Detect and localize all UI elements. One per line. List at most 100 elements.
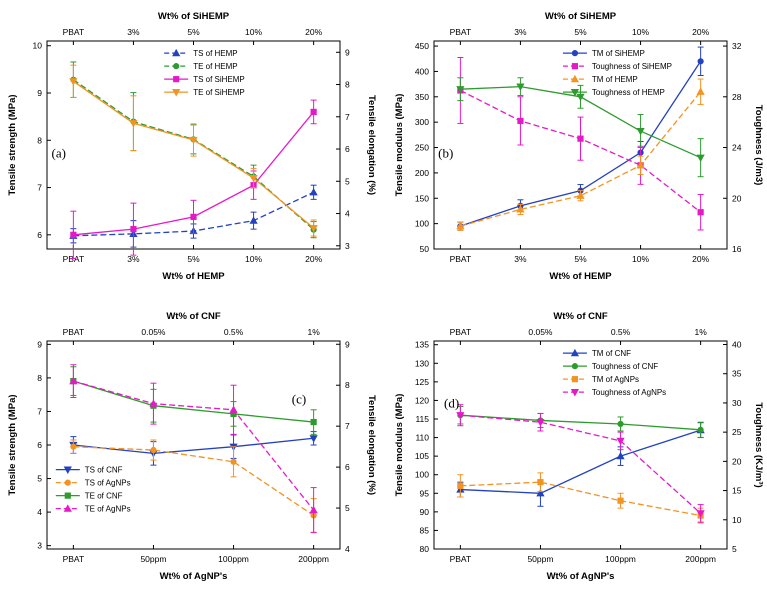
legend-label: TS of CNF [85,466,123,475]
top-axis-title: Wt% of CNF [553,311,608,322]
marker-triangle-up [536,488,545,497]
marker-square [577,135,584,142]
marker-triangle-up [149,399,158,407]
right-tick-label: 6 [345,462,350,472]
left-tick-label: 450 [415,41,429,51]
right-axis-title: Toughness (J/m3) [753,105,763,186]
marker-triangle-up [696,87,705,95]
panel-c-chart: PBAT 50ppm 100ppm 200ppm PBAT 0.05% 0.5% 1% 3 4 5 6… [7,311,376,582]
left-tick-label: 5 [37,474,42,484]
right-tick-label: 20 [732,456,742,466]
series-line [73,437,314,455]
legend-label: Toughness of CNF [592,362,658,371]
series-te-of-agnps [69,364,318,534]
series-ts-of-sihemp [70,99,317,259]
marker-triangle-up [570,74,580,83]
left-tick-label: 7 [37,183,42,193]
top-tick-label: 0.5% [224,327,244,337]
panel-d-chart: PBAT 50ppm 100ppm 200ppm PBAT 0.05% 0.5% 1% 80 85… [394,311,763,582]
marker-triangle-up [516,205,525,213]
right-tick-label: 4 [345,544,350,554]
top-axis-title: Wt% of CNF [166,311,221,322]
top-tick-label: 10% [632,27,649,37]
marker-triangle-up [616,451,625,460]
legend-entry-tm-of-hemp: TM of HEMP [562,74,638,84]
legend-label: TM of HEMP [592,75,638,84]
legend-entry-ts-of-cnf: TS of CNF [55,466,123,475]
panel-a-chart: PBAT 3% 5% 10% 20% PBAT 3% 5% 10% 20% 6 7 8 9 10 3 4 5 6 7 8… [7,11,376,282]
top-axis-title: Wt% of SiHEMP [158,11,230,22]
left-tick-label: 6 [37,230,42,240]
legend-label: TM of AgNPs [592,375,639,384]
marker-square [517,117,524,125]
marker-square [310,108,317,116]
series-toughness-of-agnps [456,404,705,523]
left-tick-label: 105 [415,451,429,461]
right-axis-title: Toughness (KJ/m³) [753,402,763,487]
x-tick-label: 100ppm [605,554,636,564]
top-tick-label: 0.05% [528,327,553,337]
marker-square [190,213,197,220]
panel-b-chart: PBAT 3% 5% 10% 20% PBAT 3% 5% 10% 20% 50 100 150 200 2… [394,11,763,282]
top-tick-label: 3% [127,27,140,37]
marker-triangle-up [249,216,258,224]
legend-entry-toughness-of-agnps: Toughness of AgNPs [562,388,666,397]
marker-circle [571,363,579,370]
x-tick-label: PBAT [450,254,472,264]
left-tick-label: 90 [420,507,430,517]
marker-triangle-up [172,48,181,57]
marker-circle [697,426,704,433]
left-tick-label: 95 [420,488,430,498]
marker-circle [70,443,77,450]
marker-triangle-up [69,376,78,385]
right-tick-label: 35 [732,369,742,379]
x-tick-label: 20% [305,254,322,264]
top-tick-label: 0.05% [141,327,166,337]
series-line [73,446,314,516]
series-tm-of-hemp [456,78,705,231]
right-tick-label: 7 [345,112,350,122]
right-tick-label: 25 [732,427,742,437]
legend-entry-te-of-cnf: TE of CNF [55,492,123,501]
marker-triangle-down [129,120,138,128]
marker-triangle-up [636,160,645,169]
right-tick-label: 28 [732,92,742,102]
marker-circle [150,446,157,454]
left-tick-label: 80 [420,544,430,554]
x-tick-label: 10% [632,254,649,264]
legend-label: TM of CNF [592,349,631,358]
left-tick-label: 85 [420,525,430,535]
top-tick-label: PBAT [450,327,472,337]
marker-triangle-down [636,127,645,136]
right-tick-label: 20 [732,193,742,203]
marker-triangle-down [249,174,258,183]
legend-label: TE of SiHEMP [193,88,245,97]
left-tick-label: 50 [420,244,430,254]
left-tick-label: 130 [415,358,429,368]
marker-triangle-up [309,505,318,514]
marker-square [64,492,71,499]
left-tick-label: 8 [37,373,42,383]
x-tick-label: 200ppm [685,554,716,564]
left-tick-label: 250 [415,143,429,153]
marker-triangle-down [516,83,525,91]
series-line [460,414,701,431]
marker-triangle-up [309,187,318,196]
x-tick-label: 50ppm [140,554,166,564]
marker-triangle-down [309,435,318,443]
legend-entry-tm-of-cnf: TM of CNF [562,348,631,358]
series-te-of-cnf [70,366,317,435]
panel-b: PBAT 3% 5% 10% 20% PBAT 3% 5% 10% 20% 50 100 150 200 2… [390,5,763,293]
marker-circle [64,479,71,486]
bottom-axis-title: Wt% of AgNP's [160,571,228,582]
marker-circle [230,458,237,465]
marker-triangle-down [456,412,465,420]
left-axis-title: Tensile modulus (MPa) [394,94,405,197]
x-tick-label: 20% [692,254,709,264]
marker-triangle-down [536,419,545,427]
right-tick-label: 6 [345,144,350,154]
top-tick-label: 5% [187,27,200,37]
series-toughness-of-hemp [456,77,705,178]
right-axis-title: Tensile elongation (%) [366,95,376,195]
